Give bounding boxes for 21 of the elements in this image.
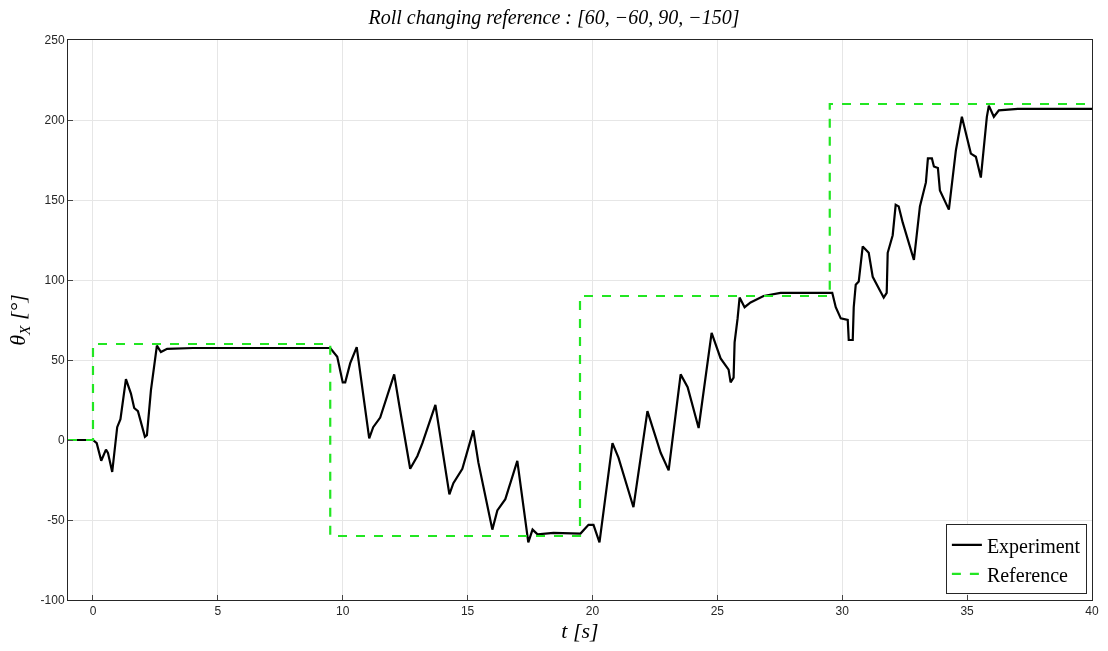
x-tick-label: 0 [89, 604, 97, 619]
y-tick-label: -100 [40, 593, 65, 608]
y-tick-label: 200 [44, 113, 65, 128]
y-tick-label: 100 [44, 273, 65, 288]
legend-label: Experiment [986, 534, 1081, 558]
y-tick-label: 250 [44, 33, 65, 48]
x-tick-label: 40 [1085, 604, 1099, 619]
legend-label: Reference [986, 563, 1069, 586]
y-tick-label: 50 [51, 353, 65, 368]
y-tick-label: 150 [44, 193, 65, 208]
x-tick-label: 35 [960, 604, 975, 619]
x-tick-label: 30 [835, 604, 850, 619]
x-tick-label: 10 [336, 604, 350, 619]
x-tick-label: 20 [585, 604, 600, 619]
chart-title: Roll changing reference : [60, −60, 90, −150] [367, 5, 740, 29]
x-axis-title: t [s] [561, 618, 599, 644]
y-tick-label: 0 [57, 433, 65, 448]
y-tick-label: -50 [47, 513, 65, 528]
x-tick-label: 5 [214, 604, 222, 619]
x-tick-label: 15 [460, 604, 475, 619]
x-tick-label: 25 [710, 604, 725, 619]
